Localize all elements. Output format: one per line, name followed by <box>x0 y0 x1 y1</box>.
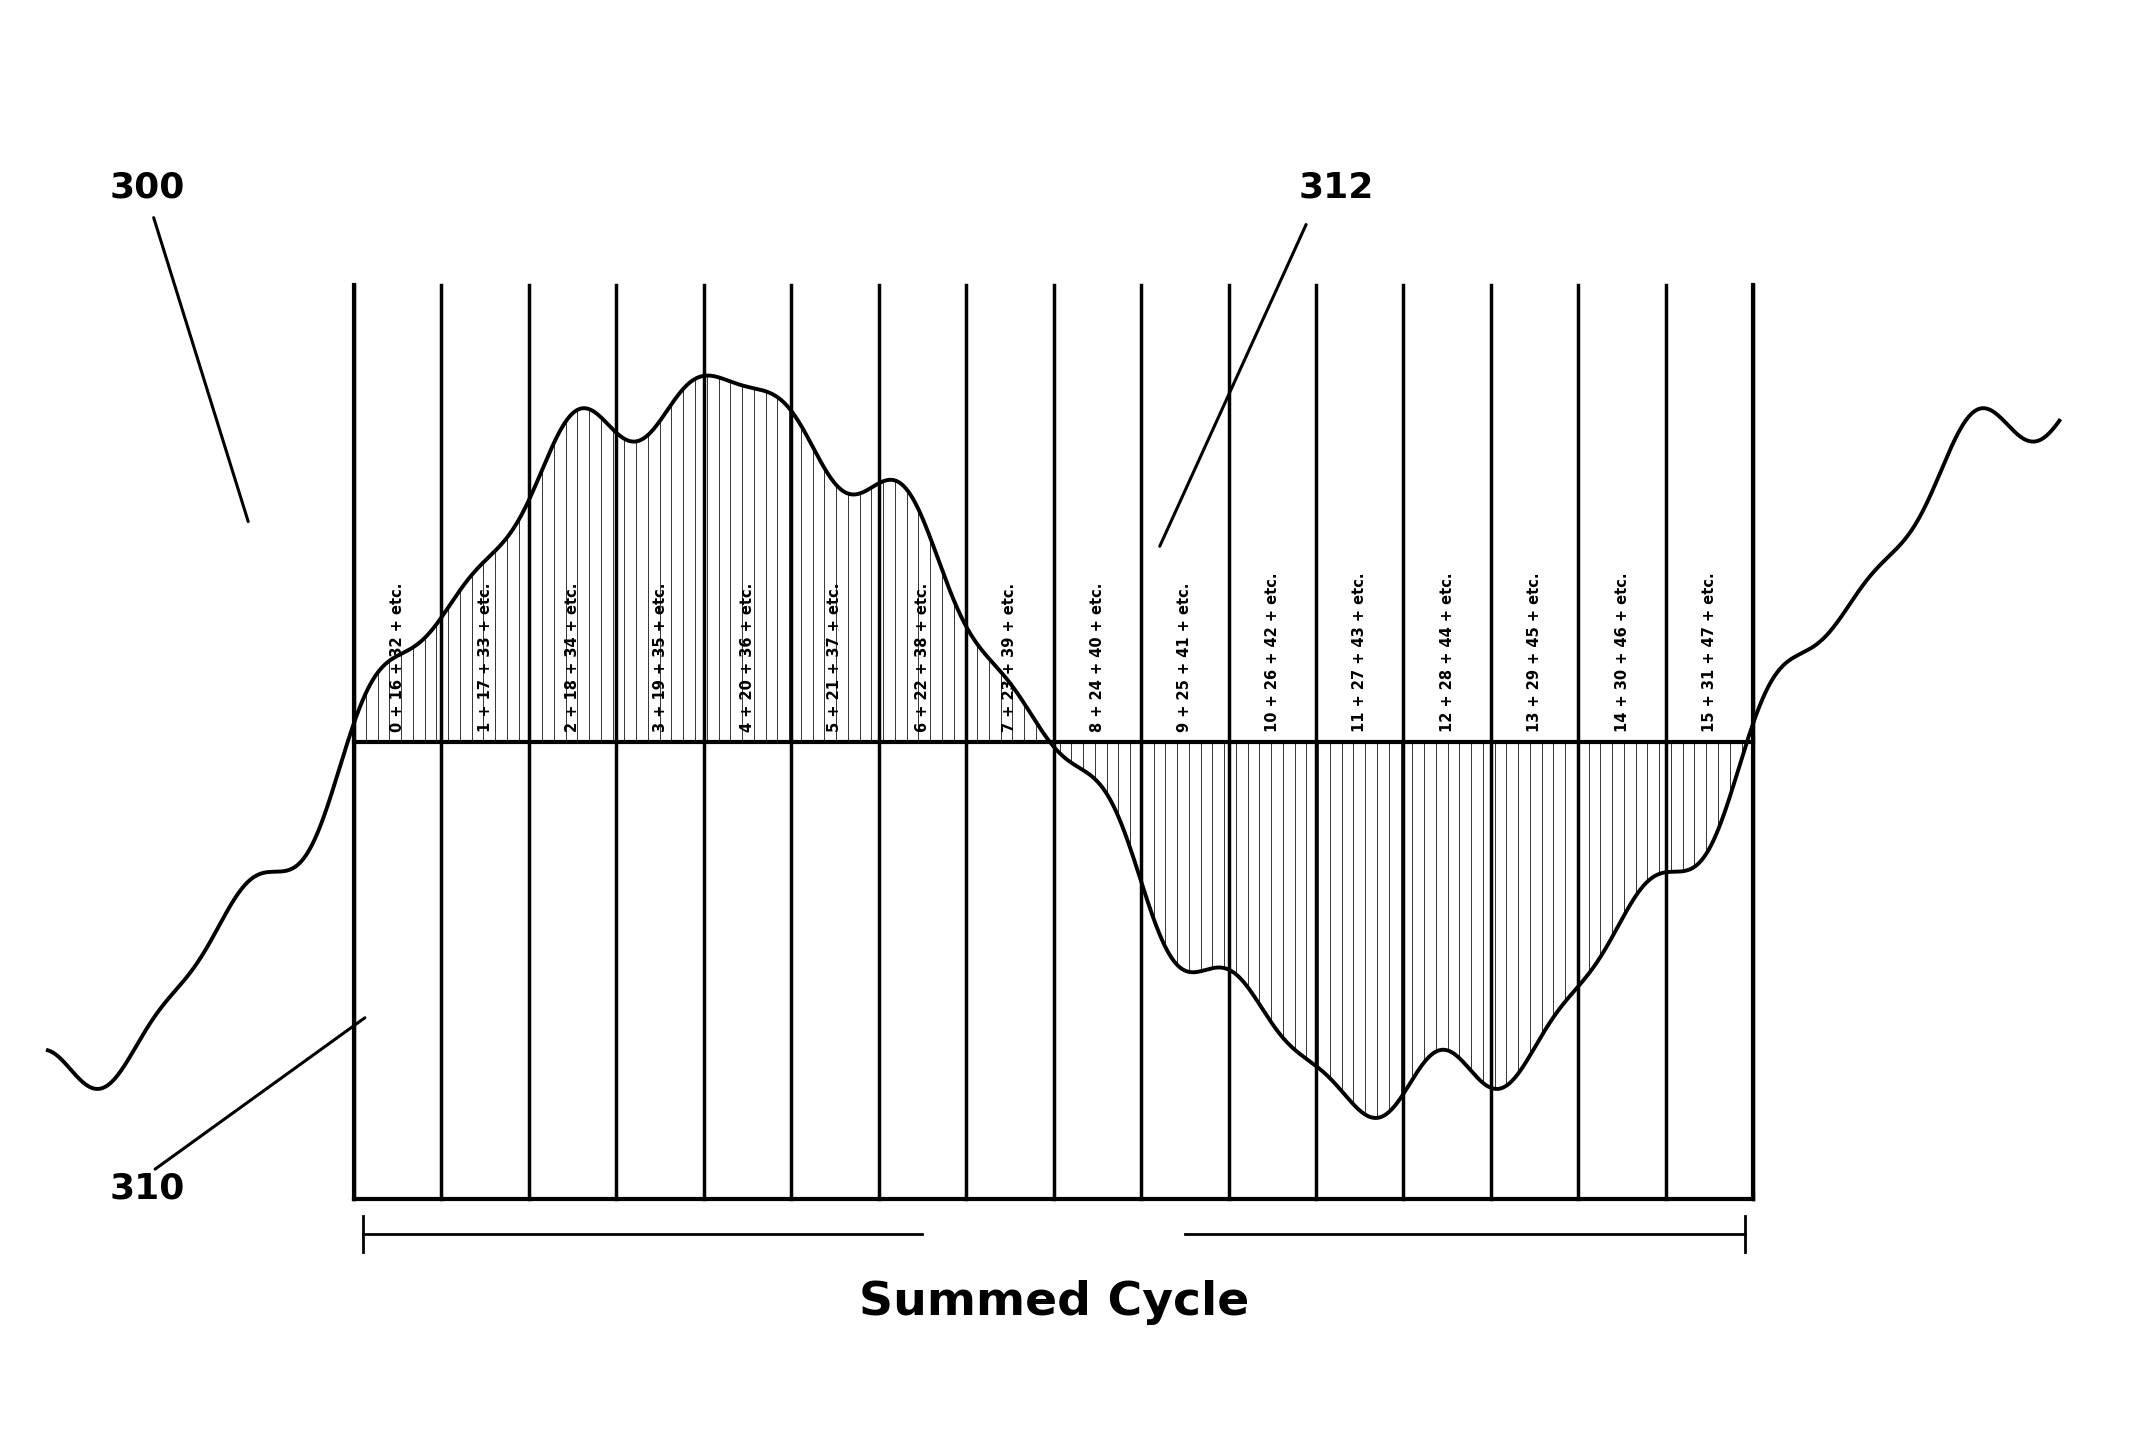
Text: 7 + 23 + 39 + etc.: 7 + 23 + 39 + etc. <box>1002 582 1017 732</box>
Text: 9 + 25 + 41 + etc.: 9 + 25 + 41 + etc. <box>1177 582 1192 732</box>
Text: 10 + 26 + 42 + etc.: 10 + 26 + 42 + etc. <box>1265 572 1280 732</box>
Text: 15 + 31 + 47 + etc.: 15 + 31 + 47 + etc. <box>1701 572 1716 732</box>
Text: 4 + 20 + 36 + etc.: 4 + 20 + 36 + etc. <box>740 582 755 732</box>
Text: Summed Cycle: Summed Cycle <box>858 1279 1250 1324</box>
Text: 2 + 18 + 34 + etc.: 2 + 18 + 34 + etc. <box>566 582 581 732</box>
Text: 312: 312 <box>1299 171 1374 204</box>
Text: 8 + 24 + 40 + etc.: 8 + 24 + 40 + etc. <box>1091 582 1106 732</box>
Text: 3 + 19 + 35 + etc.: 3 + 19 + 35 + etc. <box>652 582 667 732</box>
Text: 310: 310 <box>110 1172 185 1206</box>
Text: 13 + 29 + 45 + etc.: 13 + 29 + 45 + etc. <box>1527 572 1542 732</box>
Text: 12 + 28 + 44 + etc.: 12 + 28 + 44 + etc. <box>1439 572 1454 732</box>
Text: 1 + 17 + 33 + etc.: 1 + 17 + 33 + etc. <box>478 582 493 732</box>
Text: 11 + 27 + 43 + etc.: 11 + 27 + 43 + etc. <box>1353 572 1368 732</box>
Text: 300: 300 <box>110 171 185 204</box>
Text: 5 + 21 + 37 + etc.: 5 + 21 + 37 + etc. <box>828 582 843 732</box>
Text: 6 + 22 + 38 + etc.: 6 + 22 + 38 + etc. <box>914 582 929 732</box>
Text: 14 + 30 + 46 + etc.: 14 + 30 + 46 + etc. <box>1615 572 1630 732</box>
Text: 0 + 16 + 32 + etc.: 0 + 16 + 32 + etc. <box>389 582 404 732</box>
